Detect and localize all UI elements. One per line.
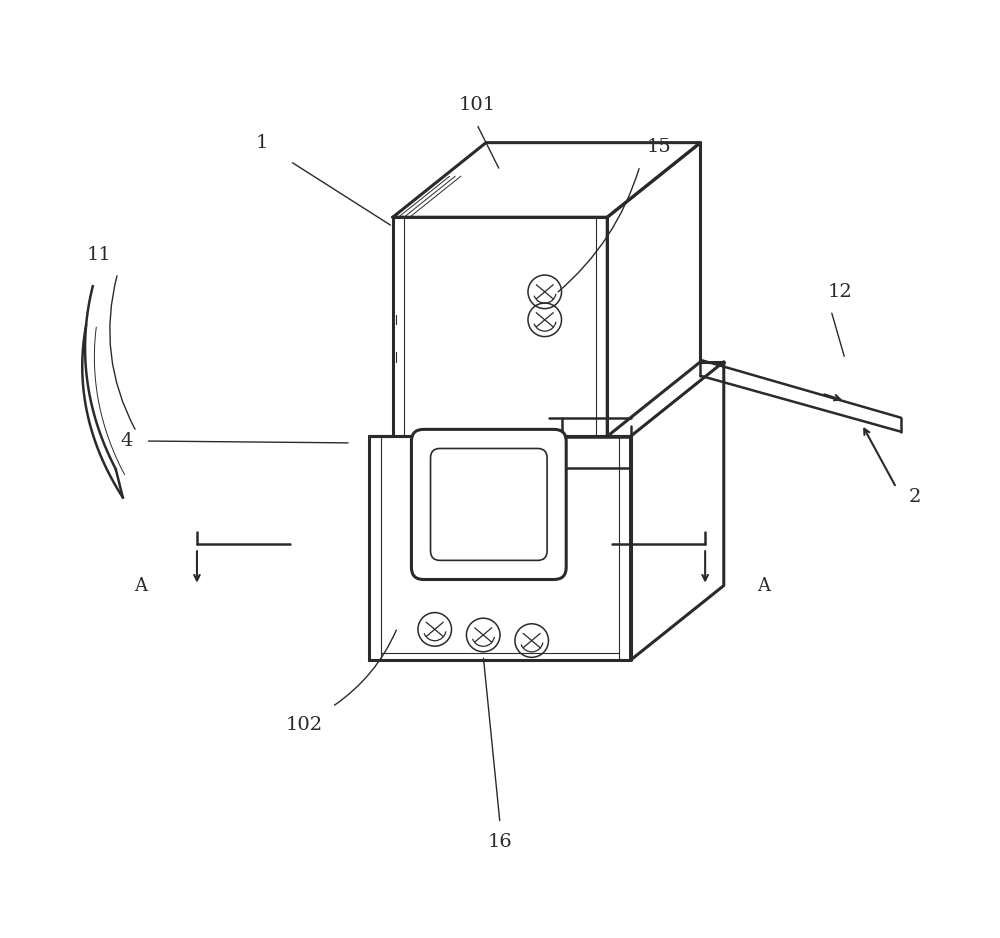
Text: 2: 2 bbox=[909, 488, 921, 506]
FancyBboxPatch shape bbox=[411, 430, 566, 580]
Text: 1: 1 bbox=[256, 133, 268, 152]
Text: 16: 16 bbox=[488, 833, 512, 851]
Text: 12: 12 bbox=[828, 283, 853, 301]
Text: 15: 15 bbox=[646, 138, 671, 157]
FancyBboxPatch shape bbox=[431, 448, 547, 560]
Text: 4: 4 bbox=[121, 432, 133, 450]
Text: A: A bbox=[135, 577, 148, 595]
Text: 11: 11 bbox=[87, 246, 111, 264]
Text: 102: 102 bbox=[286, 717, 323, 734]
Text: 101: 101 bbox=[458, 97, 495, 114]
Text: A: A bbox=[757, 577, 770, 595]
